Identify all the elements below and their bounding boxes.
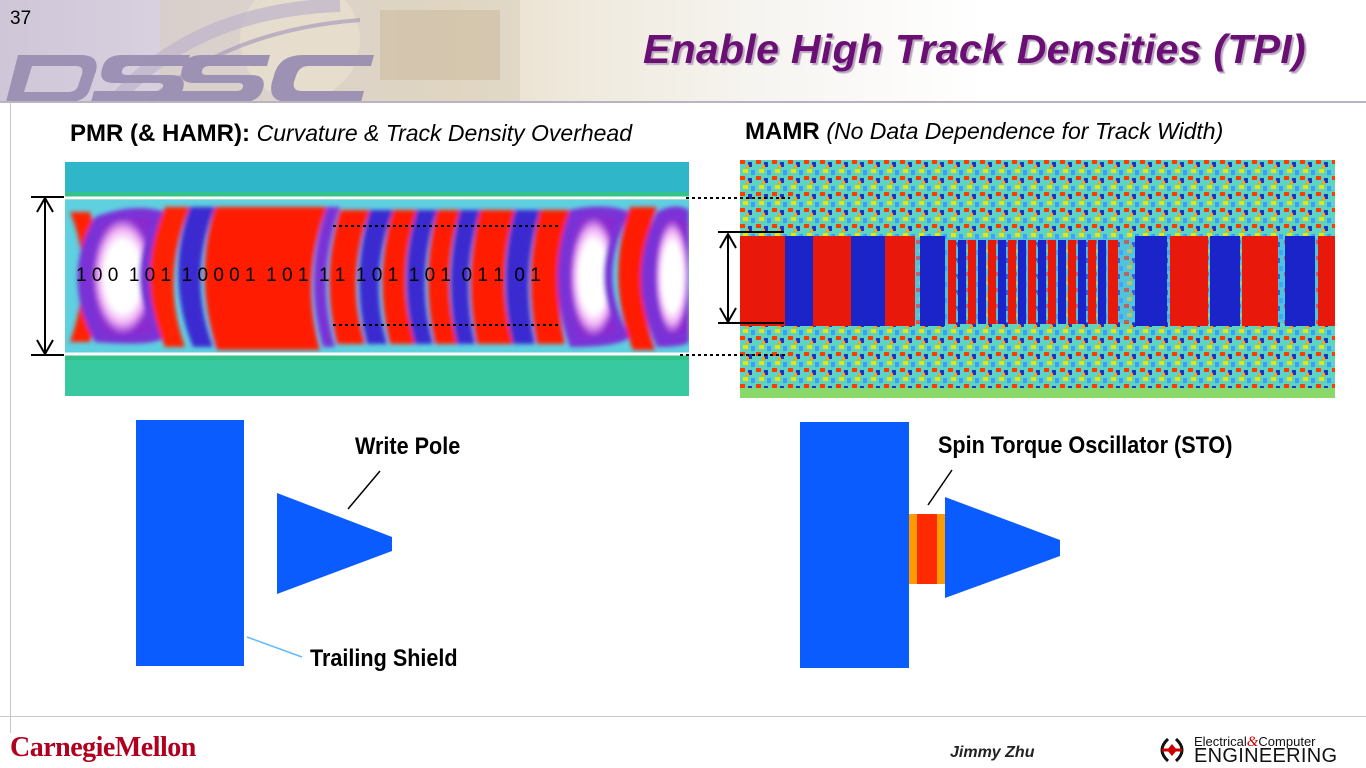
mamr-write-pole: [945, 497, 1060, 598]
pmr-trailing-shield: [136, 420, 244, 666]
author-name: Jimmy Zhu: [950, 744, 1035, 761]
mamr-heading-bold: MAMR: [745, 118, 820, 145]
left-margin-rule: [10, 103, 11, 733]
mamr-track-image: [740, 160, 1335, 398]
cmu-logo: CarnegieMellon: [10, 732, 196, 763]
ece-engineering: ENGINEERING: [1194, 745, 1338, 767]
ece-ampersand: &: [1246, 734, 1259, 750]
mamr-heading-italic: (No Data Dependence for Track Width): [826, 118, 1224, 144]
ece-computer: Computer: [1258, 734, 1316, 749]
slide-number: 37: [10, 8, 32, 29]
write-pole-label: Write Pole: [355, 433, 461, 460]
pmr-heading-italic: Curvature & Track Density Overhead: [256, 120, 633, 146]
mamr-trailing-shield: [800, 422, 909, 668]
ece-line1: Electrical&Computer: [1194, 734, 1316, 751]
slide-title: Enable High Track Densities (TPI): [642, 26, 1306, 72]
sto-core-layer: [917, 514, 937, 584]
sto-label: Spin Torque Oscillator (STO): [938, 432, 1233, 459]
trailing-shield-label: Trailing Shield: [310, 645, 458, 672]
dssc-logo: [6, 0, 520, 101]
mamr-heading: MAMR (No Data Dependence for Track Width…: [745, 118, 1223, 146]
pmr-write-pole: [277, 493, 392, 594]
pmr-track-image: [65, 162, 689, 396]
pmr-heading-bold: PMR (& HAMR):: [70, 120, 250, 147]
ece-emblem-icon: [1160, 737, 1184, 763]
bit-sequence: 1 0 0 1 0 1 1 0 0 0 1 1 0 1 1 1 1 0 1 1 …: [76, 265, 541, 286]
pmr-heading: PMR (& HAMR): Curvature & Track Density …: [70, 120, 632, 148]
ece-electrical: Electrical: [1194, 734, 1247, 749]
ece-logo: Electrical&Computer ENGINEERING: [1154, 733, 1344, 767]
slide-header: 37 Enable High Track Densities (TPI): [0, 0, 1366, 103]
footer-rule: [0, 716, 1366, 717]
